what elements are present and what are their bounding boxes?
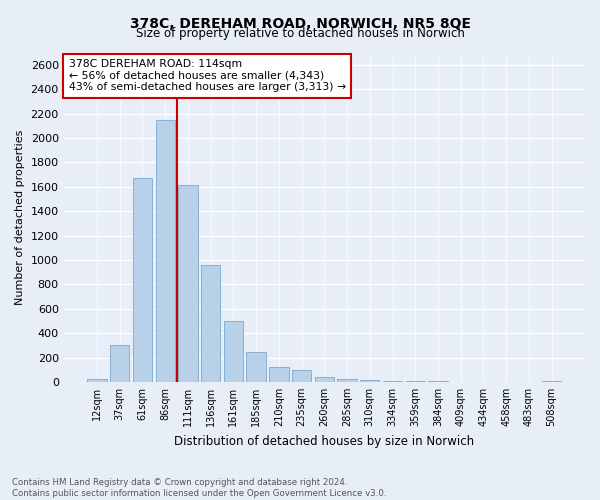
Bar: [406, 381, 425, 382]
Text: Size of property relative to detached houses in Norwich: Size of property relative to detached ho…: [136, 28, 464, 40]
Bar: [383, 380, 402, 382]
Bar: [110, 346, 130, 382]
Bar: [201, 265, 220, 382]
Bar: [178, 186, 197, 382]
X-axis label: Distribution of detached houses by size in Norwich: Distribution of detached houses by size …: [174, 434, 475, 448]
Text: 378C, DEREHAM ROAD, NORWICH, NR5 8QE: 378C, DEREHAM ROAD, NORWICH, NR5 8QE: [130, 18, 470, 32]
Text: Contains HM Land Registry data © Crown copyright and database right 2024.
Contai: Contains HM Land Registry data © Crown c…: [12, 478, 386, 498]
Text: 378C DEREHAM ROAD: 114sqm
← 56% of detached houses are smaller (4,343)
43% of se: 378C DEREHAM ROAD: 114sqm ← 56% of detac…: [69, 59, 346, 92]
Bar: [155, 120, 175, 382]
Bar: [292, 370, 311, 382]
Bar: [224, 321, 243, 382]
Bar: [247, 352, 266, 382]
Bar: [337, 380, 357, 382]
Y-axis label: Number of detached properties: Number of detached properties: [15, 130, 25, 305]
Bar: [269, 368, 289, 382]
Bar: [542, 381, 562, 382]
Bar: [133, 178, 152, 382]
Bar: [314, 377, 334, 382]
Bar: [360, 380, 379, 382]
Bar: [88, 379, 107, 382]
